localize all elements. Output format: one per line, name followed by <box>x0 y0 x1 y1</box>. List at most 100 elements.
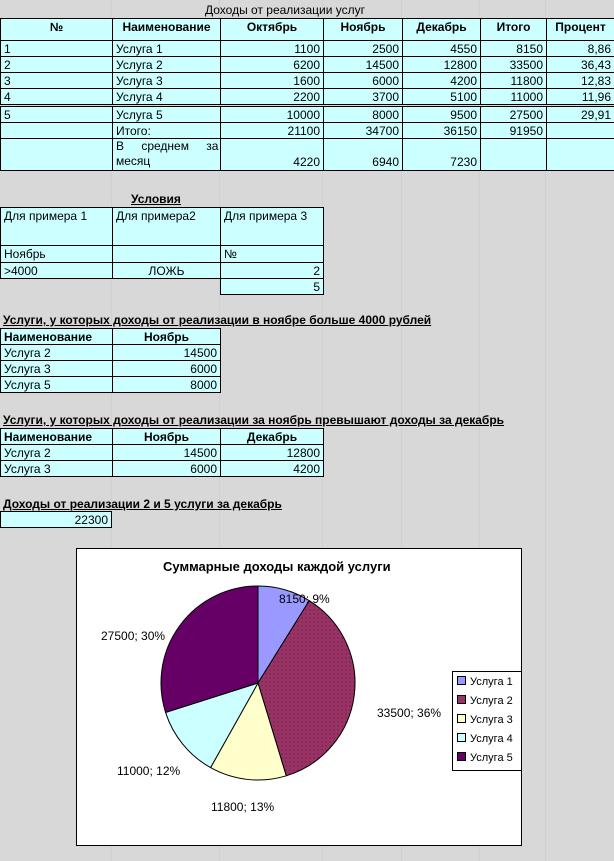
legend-item-1: Услуга 1 <box>457 675 513 689</box>
condition-cell[interactable]: № <box>220 245 324 263</box>
main-cell[interactable]: Услуга 1 <box>112 40 221 57</box>
main-cell[interactable]: 27500 <box>480 106 547 123</box>
total-label: Итого: <box>112 122 221 139</box>
main-cell[interactable]: 8150 <box>480 40 547 57</box>
total-cell[interactable]: 34700 <box>323 122 403 139</box>
sum-value[interactable]: 22300 <box>0 511 112 528</box>
pie-slice-4[interactable] <box>164 682 260 769</box>
filter2-cell[interactable]: 14500 <box>112 444 221 461</box>
sum-title: Доходы от реализации 2 и 5 услуги за дек… <box>3 497 282 511</box>
main-cell[interactable] <box>546 122 614 139</box>
pie-slice-5[interactable] <box>160 585 259 714</box>
avg-label: В среднем за месяц <box>112 138 221 171</box>
pie-data-label-1: 8150; 9% <box>279 592 330 606</box>
legend-label: Услуга 2 <box>470 695 513 707</box>
main-cell[interactable]: 6200 <box>220 56 324 73</box>
filter1-title: Услуги, у которых доходы от реализации в… <box>3 313 432 327</box>
main-header-2: Октябрь <box>220 18 324 41</box>
main-cell[interactable] <box>0 138 113 171</box>
main-cell[interactable]: 11800 <box>480 72 547 89</box>
filter1-cell[interactable]: Услуга 2 <box>0 344 113 361</box>
filter2-cell[interactable]: 6000 <box>112 460 221 477</box>
legend-item-5: Услуга 5 <box>457 751 513 765</box>
filter1-cell[interactable]: Услуга 3 <box>0 360 113 377</box>
main-cell[interactable]: 2500 <box>323 40 403 57</box>
main-cell[interactable]: 6000 <box>323 72 403 89</box>
main-cell[interactable]: 12800 <box>402 56 481 73</box>
main-cell[interactable]: 4550 <box>402 40 481 57</box>
main-cell[interactable]: 1 <box>0 40 113 57</box>
pie-plot: 8150; 9% 33500; 36% 11800; 13% 11000; 12% 27… <box>101 585 441 814</box>
total-cell[interactable]: 91950 <box>480 122 547 139</box>
filter2-cell[interactable]: 12800 <box>220 444 324 461</box>
main-cell[interactable]: 12,83 <box>546 72 614 89</box>
total-cell[interactable]: 21100 <box>220 122 324 139</box>
main-cell[interactable]: 1600 <box>220 72 324 89</box>
main-cell[interactable]: 4200 <box>402 72 481 89</box>
filter1-cell[interactable]: Услуга 5 <box>0 376 113 393</box>
filter2-cell[interactable]: Услуга 3 <box>0 460 113 477</box>
condition-cell[interactable]: Ноябрь <box>0 245 113 263</box>
main-cell[interactable]: Услуга 3 <box>112 72 221 89</box>
filter1-cell[interactable]: 14500 <box>112 344 221 361</box>
pie-slice-3[interactable] <box>209 681 287 781</box>
filter2-cell[interactable]: Услуга 2 <box>0 444 113 461</box>
main-table-title: Доходы от реализации услуг <box>205 3 366 17</box>
main-cell[interactable] <box>480 138 547 171</box>
pie-slice-2[interactable] <box>257 599 356 777</box>
condition-header-2[interactable]: Для примера2 <box>112 207 221 246</box>
main-cell[interactable]: 9500 <box>402 106 481 123</box>
pie-data-label-4: 11000; 12% <box>117 764 180 778</box>
filter1-cell[interactable]: 6000 <box>112 360 221 377</box>
main-cell[interactable]: 2 <box>0 56 113 73</box>
filter2-cell[interactable]: 4200 <box>220 460 324 477</box>
condition-cell[interactable]: 2 <box>220 262 324 279</box>
main-cell[interactable]: 1100 <box>220 40 324 57</box>
condition-header-3[interactable]: Для примера 3 <box>220 207 324 246</box>
legend-label: Услуга 5 <box>470 752 513 764</box>
main-cell[interactable]: 5 <box>0 106 113 123</box>
main-header-5: Итого <box>480 18 547 41</box>
main-cell[interactable]: 4 <box>0 88 113 105</box>
pie-data-label-2: 33500; 36% <box>377 706 441 720</box>
main-cell[interactable]: 3 <box>0 72 113 89</box>
total-cell[interactable]: 36150 <box>402 122 481 139</box>
main-cell[interactable]: 33500 <box>480 56 547 73</box>
legend-item-3: Услуга 3 <box>457 713 513 727</box>
condition-header-1[interactable]: Для примера 1 <box>0 207 113 246</box>
main-cell[interactable] <box>0 122 113 139</box>
filter2-header: Декабрь <box>220 428 324 445</box>
filter1-header: Наименование <box>0 328 113 345</box>
condition-cell[interactable]: >4000 <box>0 262 113 279</box>
pie-chart[interactable]: Суммарные доходы каждой услуги 8150; 9% 3… <box>76 548 522 846</box>
filter1-cell[interactable]: 8000 <box>112 376 221 393</box>
legend-swatch <box>457 733 466 742</box>
main-cell[interactable]: 8000 <box>323 106 403 123</box>
legend-label: Услуга 4 <box>470 733 513 745</box>
main-cell[interactable]: 11000 <box>480 88 547 105</box>
main-header-4: Декабрь <box>402 18 481 41</box>
main-header-0: № <box>0 18 113 41</box>
avg-label-line1: В среднем за <box>116 139 219 153</box>
main-cell[interactable]: Услуга 4 <box>112 88 221 105</box>
main-cell[interactable]: 5100 <box>402 88 481 105</box>
condition-cell[interactable] <box>112 245 221 263</box>
filter2-header: Ноябрь <box>112 428 221 445</box>
main-cell[interactable]: 10000 <box>220 106 324 123</box>
main-cell[interactable]: 14500 <box>323 56 403 73</box>
main-cell[interactable]: 29,91 <box>546 106 614 123</box>
main-cell[interactable]: Услуга 5 <box>112 106 221 123</box>
condition-cell[interactable]: ЛОЖЬ <box>112 262 221 279</box>
main-cell[interactable]: 2200 <box>220 88 324 105</box>
main-cell[interactable] <box>546 138 614 171</box>
main-cell[interactable]: Услуга 2 <box>112 56 221 73</box>
avg-cell[interactable]: 6940 <box>323 138 403 171</box>
main-cell[interactable]: 36,43 <box>546 56 614 73</box>
condition-cell[interactable]: 5 <box>220 278 324 295</box>
main-cell[interactable]: 3700 <box>323 88 403 105</box>
main-cell[interactable]: 8,86 <box>546 40 614 57</box>
main-cell[interactable]: 11,96 <box>546 88 614 105</box>
avg-cell[interactable]: 4220 <box>220 138 324 171</box>
avg-cell[interactable]: 7230 <box>402 138 481 171</box>
legend-item-2: Услуга 2 <box>457 694 513 708</box>
